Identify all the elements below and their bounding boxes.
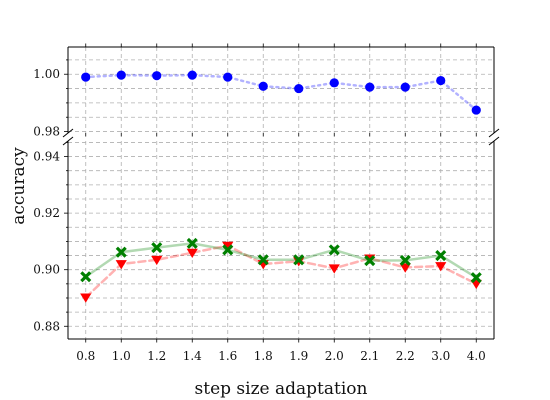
data-point [364,255,376,267]
data-point [222,244,234,256]
data-point [115,260,127,270]
data-point [81,72,91,82]
y-tick-label: 1.00 [33,67,60,81]
x-tick-label: 1.4 [183,349,202,363]
x-tick-label: 2.0 [325,349,344,363]
data-point-stroke [257,254,269,266]
y-tick-label: 0.94 [33,150,60,164]
data-point [328,244,340,256]
data-point [294,83,304,94]
x-tick-label: 2.1 [360,349,379,363]
x-tick-label: 1.2 [147,349,166,363]
data-point [80,293,92,303]
data-point [435,262,447,272]
data-point [152,71,162,81]
data-point [470,272,482,284]
data-point [328,264,340,274]
grid [68,47,494,339]
data-point-stroke [399,254,411,266]
data-point [187,70,197,80]
series-layer [80,70,482,303]
x-tick-label: 4.0 [467,349,486,363]
data-point [151,242,163,254]
data-point [80,271,92,283]
data-point-stroke [435,250,447,262]
y-tick-label: 0.88 [33,319,60,333]
data-point-stroke [328,244,340,256]
data-point [116,70,126,80]
axis-break-mark [62,128,74,138]
y-tick-label: 0.90 [33,263,60,277]
x-axis-label: step size adaptation [195,379,368,399]
data-point [435,250,447,262]
axis-break-mark [488,136,500,146]
y-axis-label: accuracy [9,147,29,225]
data-point [365,82,375,92]
data-point [400,82,410,92]
data-point [186,248,198,259]
y-tick-label: 0.92 [33,206,60,220]
x-tick-label: 2.2 [396,349,415,363]
data-point-stroke [364,255,376,267]
data-point [115,246,127,258]
data-point-stroke [222,244,234,256]
data-point [471,105,481,115]
data-point-stroke [470,272,482,284]
x-tick-label: 1.0 [112,349,131,363]
data-point-stroke [151,242,163,254]
data-point [399,254,411,266]
data-point [293,254,305,266]
data-point [222,241,234,251]
data-point [329,78,339,88]
axis-break-mark [62,136,74,146]
x-tick-label: 3.0 [431,349,450,363]
x-tick-label: 1.8 [254,349,273,363]
tick-labels: 0.8 1.0 1.2 1.4 1.6 1.8 1.9 2.0 2.1 2.2 3.0 4.0 0.98… [33,67,486,363]
y-tick-label: 0.98 [33,125,60,139]
axes [62,43,500,343]
data-point [436,75,446,86]
x-tick-label: 1.9 [289,349,308,363]
series-line-lower-1 [84,244,478,299]
data-point [223,72,233,82]
axis-break-mark [488,128,500,138]
data-point [186,237,198,249]
data-point [257,254,269,266]
x-tick-label: 1.6 [218,349,237,363]
data-point [151,255,163,266]
series-line-lower-0 [84,242,478,279]
x-tick-label: 0.8 [76,349,95,363]
data-point-stroke [186,237,198,249]
data-point-stroke [115,246,127,258]
data-point [399,263,411,273]
data-point-stroke [293,254,305,266]
data-point-stroke [80,271,92,283]
data-point [258,81,268,91]
series-line-upper-0 [84,73,478,112]
